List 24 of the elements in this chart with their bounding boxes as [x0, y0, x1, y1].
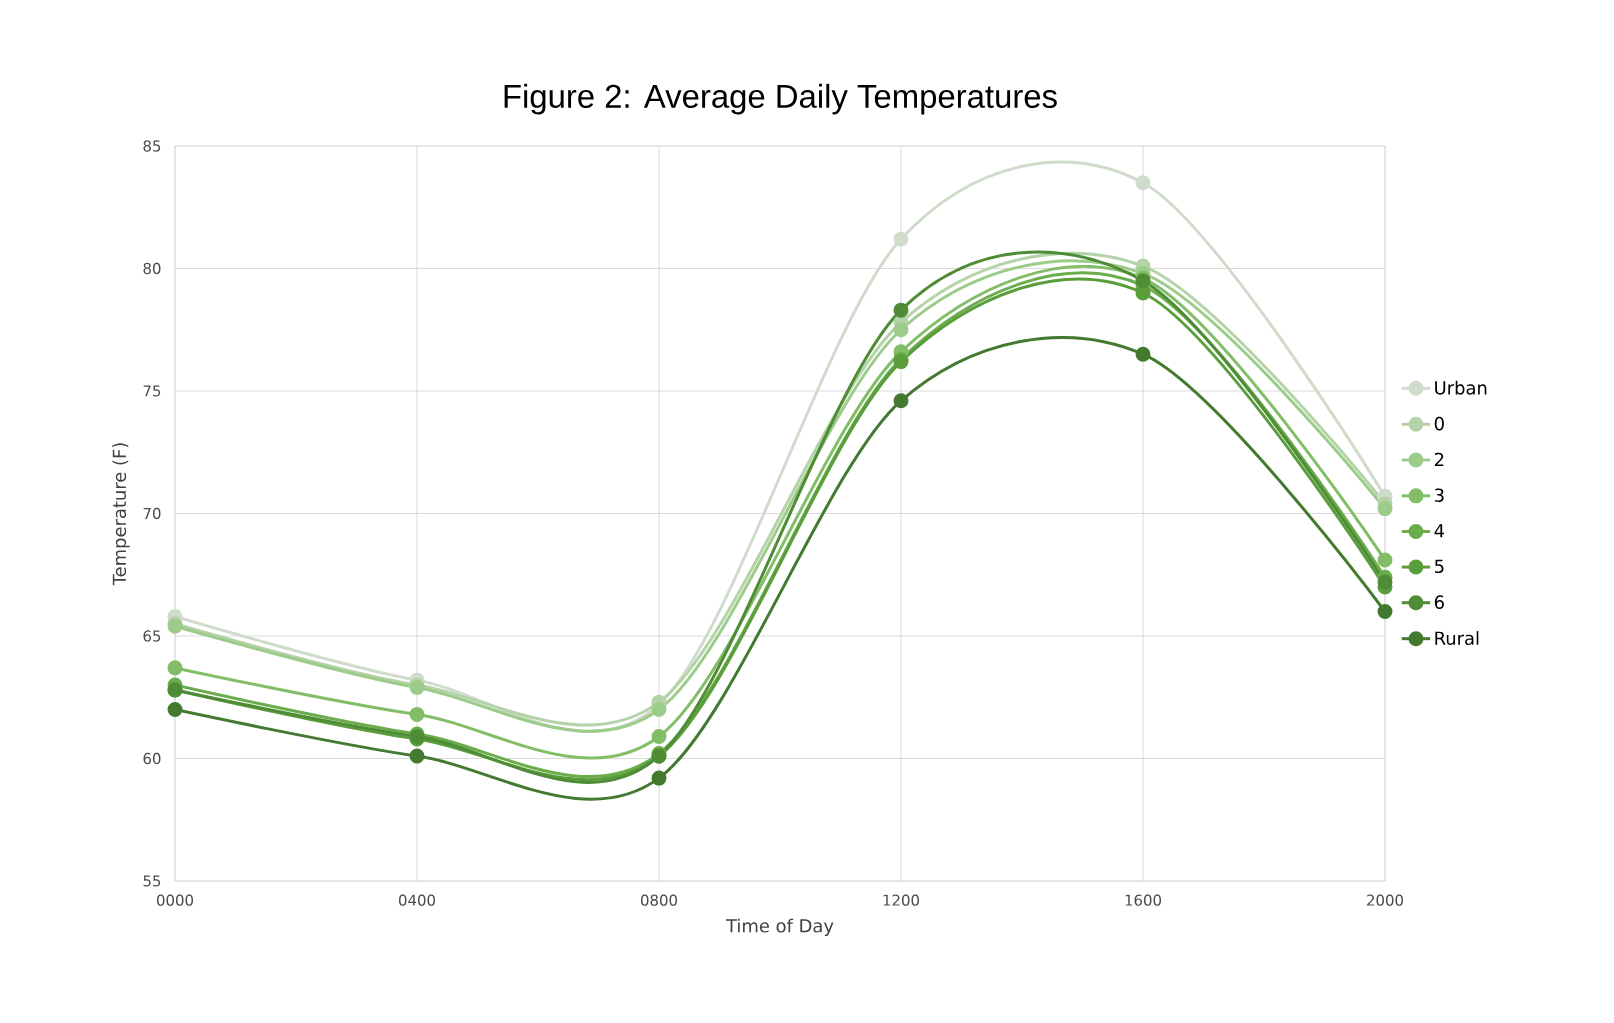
legend-label: Rural [1435, 631, 1479, 645]
x-tick-label: 0400 [398, 894, 436, 906]
legend-label: 3 [1434, 488, 1444, 502]
legend-label: 2 [1434, 452, 1444, 466]
x-axis-title: Time of Day [725, 918, 834, 937]
legend-label: 0 [1434, 416, 1444, 431]
x-tick-label: 0000 [156, 894, 194, 906]
y-axis-title: Temperature (F) [112, 443, 130, 586]
x-tick-label: 2000 [1367, 894, 1404, 906]
y-tick-label: 80 [143, 262, 161, 275]
legend-label: 4 [1434, 524, 1445, 538]
y-tick-label: 55 [143, 875, 161, 887]
y-tick-label: 70 [143, 507, 161, 520]
legend-label: 5 [1435, 559, 1444, 574]
y-tick-label: 65 [143, 630, 161, 642]
y-tick-label: 75 [143, 385, 161, 397]
legend-label: 6 [1434, 595, 1444, 609]
y-tick-label: 85 [143, 140, 161, 152]
chart-title: Figure 2: Average Daily Temperatures [504, 83, 1057, 115]
x-tick-label: 1200 [883, 894, 920, 906]
x-tick-label: 1600 [1125, 894, 1162, 906]
legend-label: Urban [1435, 380, 1487, 395]
x-tick-label: 0800 [640, 894, 678, 906]
y-tick-label: 60 [143, 752, 161, 765]
